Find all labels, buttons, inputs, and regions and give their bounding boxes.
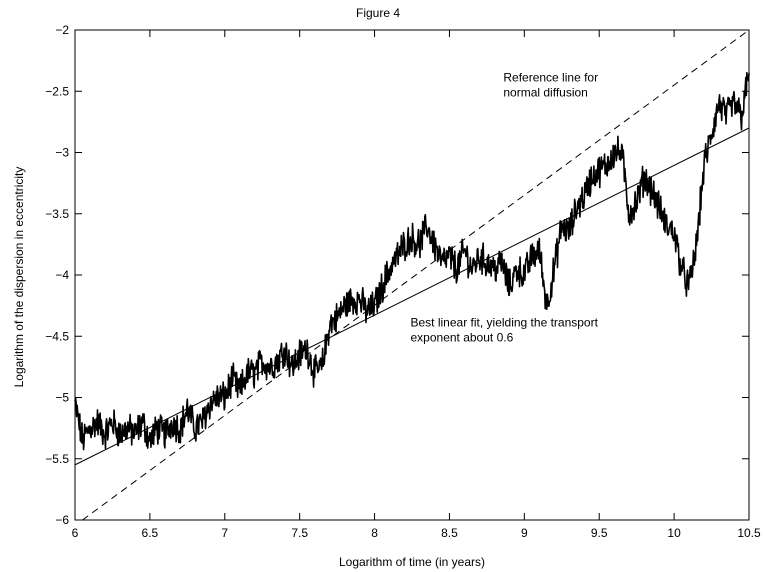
plot-area-frame	[74, 29, 750, 521]
y-tick-label: −6	[55, 513, 69, 527]
x-tick-label: 10	[667, 526, 681, 540]
annotation-text: exponent about 0.6	[411, 330, 514, 344]
y-tick-label: −3	[55, 146, 69, 160]
x-tick-label: 8.5	[441, 526, 458, 540]
best-fit-line	[74, 127, 750, 466]
x-tick-label: 6	[72, 526, 79, 540]
annotation-text: Best linear fit, yielding the transport	[411, 315, 599, 329]
x-tick-label: 7.5	[291, 526, 308, 540]
y-tick-label: −3.5	[45, 207, 69, 221]
ticks-layer: 6 6.5 7 7.5 8 8.5 9 9.5 10 10.5 −6 −5.5 −5 −4.5 −4 −3.5…	[45, 23, 761, 540]
y-tick-label: −4.5	[45, 329, 69, 343]
x-tick-label: 10.5	[737, 526, 761, 540]
y-tick-label: −5	[55, 391, 69, 405]
data-series-line	[74, 71, 750, 451]
x-tick-label: 7	[221, 526, 228, 540]
y-axis-label: Logarithm of the dispersion in eccentric…	[12, 167, 26, 388]
y-tick-label: −2.5	[45, 84, 69, 98]
annotation-text: Reference line for	[503, 70, 598, 84]
series-layer	[74, 29, 750, 521]
y-tick-label: −4	[55, 268, 69, 282]
x-tick-label: 9.5	[591, 526, 608, 540]
x-axis-label: Logarithm of time (in years)	[339, 555, 485, 569]
chart-title: Figure 4	[356, 6, 400, 20]
y-tick-label: −2	[55, 23, 69, 37]
y-tick-label: −5.5	[45, 452, 69, 466]
annotation-text: normal diffusion	[503, 85, 588, 99]
x-tick-label: 8	[371, 526, 378, 540]
x-tick-label: 6.5	[142, 526, 159, 540]
x-tick-label: 9	[521, 526, 528, 540]
reference-line-dashed	[82, 29, 750, 521]
